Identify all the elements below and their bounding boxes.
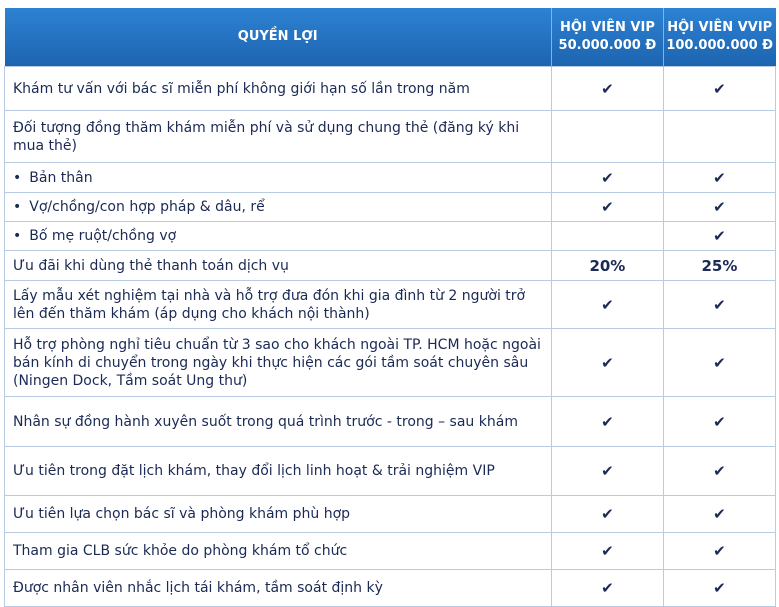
vip-cell: ✔ [550,532,664,570]
benefit-cell: Hỗ trợ phòng nghỉ tiêu chuẩn từ 3 sao ch… [4,328,552,397]
table-row: Khám tư vấn với bác sĩ miễn phí không gi… [4,66,777,111]
benefit-cell: • Vợ/chồng/con hợp pháp & dâu, rể [4,192,552,222]
benefit-cell: Được nhân viên nhắc lịch tái khám, tầm s… [4,569,552,607]
vip-cell [550,221,664,251]
benefit-text: Vợ/chồng/con hợp pháp & dâu, rể [29,199,265,215]
vvip-price: 100.000.000 Đ [666,38,774,53]
vip-cell [550,110,664,163]
benefit-cell: Ưu tiên lựa chọn bác sĩ và phòng khám ph… [4,495,552,533]
vvip-cell: ✔ [662,569,777,607]
benefit-cell: Đối tượng đồng thăm khám miễn phí và sử … [4,110,552,163]
vip-cell: ✔ [550,328,664,397]
benefit-text: Được nhân viên nhắc lịch tái khám, tầm s… [13,580,383,596]
vip-cell: ✔ [550,280,664,329]
benefit-text: Ưu đãi khi dùng thẻ thanh toán dịch vụ [13,257,289,274]
vip-price: 50.000.000 Đ [558,38,657,53]
benefit-cell: • Bản thân [4,162,552,193]
table-row: Tham gia CLB sức khỏe do phòng khám tổ c… [4,532,777,570]
vip-cell: 20% [550,250,664,281]
benefit-cell: Khám tư vấn với bác sĩ miễn phí không gi… [4,66,552,111]
benefit-text: Bản thân [29,169,93,186]
vip-title: HỘI VIÊN VIP [559,20,655,35]
vvip-cell: ✔ [662,162,777,193]
table-row: Lấy mẫu xét nghiệm tại nhà và hỗ trợ đưa… [4,280,777,329]
bullet-icon: • [13,169,22,186]
benefit-text: Ưu tiên lựa chọn bác sĩ và phòng khám ph… [13,506,351,522]
benefit-text: Ưu tiên trong đặt lịch khám, thay đổi lị… [13,463,495,479]
vip-cell: ✔ [550,396,664,447]
vvip-cell: ✔ [662,280,777,329]
benefit-text: Đối tượng đồng thăm khám miễn phí và sử … [13,119,520,154]
benefit-text: Khám tư vấn với bác sĩ miễn phí không gi… [13,80,470,97]
table-row: Ưu tiên lựa chọn bác sĩ và phòng khám ph… [4,495,777,533]
table-row: • Bản thân ✔ ✔ [4,162,777,193]
benefit-cell: Tham gia CLB sức khỏe do phòng khám tổ c… [4,532,552,570]
header-benefit: QUYỀN LỢI [4,8,552,67]
vvip-cell: ✔ [662,532,777,570]
table-row: Hỗ trợ phòng nghỉ tiêu chuẩn từ 3 sao ch… [4,328,777,397]
header-vip: HỘI VIÊN VIP 50.000.000 Đ [551,8,664,67]
benefit-cell: Ưu tiên trong đặt lịch khám, thay đổi lị… [4,446,552,496]
vip-cell: ✔ [550,446,664,496]
benefit-text: Nhân sự đồng hành xuyên suốt trong quá t… [13,413,518,430]
benefit-text: Tham gia CLB sức khỏe do phòng khám tổ c… [13,543,348,559]
vvip-cell: 25% [662,250,777,281]
benefit-cell: Lấy mẫu xét nghiệm tại nhà và hỗ trợ đưa… [4,280,552,329]
bullet-icon: • [13,228,22,244]
vip-cell: ✔ [550,495,664,533]
vip-cell: ✔ [550,162,664,193]
vvip-cell: ✔ [662,192,777,222]
vip-cell: ✔ [550,192,664,222]
benefit-text: Hỗ trợ phòng nghỉ tiêu chuẩn từ 3 sao ch… [13,336,541,389]
table-row: • Bố mẹ ruột/chồng vợ ✔ [4,221,777,251]
benefit-text: Bố mẹ ruột/chồng vợ [29,228,177,244]
table-header: QUYỀN LỢI HỘI VIÊN VIP 50.000.000 Đ HỘI V… [4,8,776,67]
benefit-text: Lấy mẫu xét nghiệm tại nhà và hỗ trợ đưa… [13,287,526,322]
vvip-cell: ✔ [662,221,777,251]
vvip-title: HỘI VIÊN VVIP [667,20,773,35]
vvip-cell: ✔ [662,396,777,447]
vvip-cell: ✔ [662,328,777,397]
table-row: Nhân sự đồng hành xuyên suốt trong quá t… [4,396,777,447]
vvip-cell: ✔ [662,446,777,496]
table-row: • Vợ/chồng/con hợp pháp & dâu, rể ✔ ✔ [4,192,777,222]
benefits-table: QUYỀN LỢI HỘI VIÊN VIP 50.000.000 Đ HỘI V… [4,8,777,607]
benefit-cell: Ưu đãi khi dùng thẻ thanh toán dịch vụ [4,250,552,281]
table-row: Được nhân viên nhắc lịch tái khám, tầm s… [4,569,777,607]
vvip-cell [662,110,777,163]
vvip-cell: ✔ [662,66,777,111]
header-vvip: HỘI VIÊN VVIP 100.000.000 Đ [663,8,776,67]
benefit-cell: Nhân sự đồng hành xuyên suốt trong quá t… [4,396,552,447]
vvip-cell: ✔ [662,495,777,533]
table-row: Ưu tiên trong đặt lịch khám, thay đổi lị… [4,446,777,496]
vip-cell: ✔ [550,569,664,607]
table-row: Đối tượng đồng thăm khám miễn phí và sử … [4,110,777,163]
table-row: Ưu đãi khi dùng thẻ thanh toán dịch vụ 20… [4,250,777,281]
benefit-cell: • Bố mẹ ruột/chồng vợ [4,221,552,251]
bullet-icon: • [13,199,22,215]
vip-cell: ✔ [550,66,664,111]
